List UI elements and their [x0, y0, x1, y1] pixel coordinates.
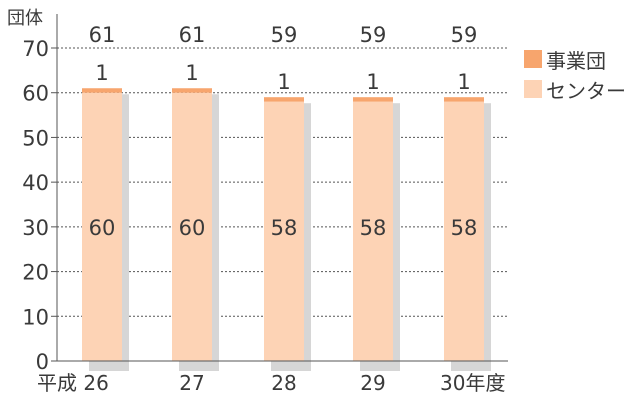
bar-segment-center	[82, 92, 122, 361]
legend-label-center: センター	[546, 78, 626, 103]
bar-segment-center	[264, 101, 304, 362]
legend-swatch-jigyodan	[524, 50, 542, 68]
data-label-total: 59	[360, 23, 387, 47]
x-tick-label: 平成 26	[37, 371, 109, 395]
y-tick-label-40: 40	[22, 171, 49, 195]
legend-item-center: センター	[524, 74, 626, 104]
y-tick-label-0: 0	[36, 350, 49, 374]
x-tick-label: 29	[360, 371, 385, 395]
data-label-jigyodan: 1	[366, 70, 379, 94]
y-tick-label-20: 20	[22, 261, 49, 285]
y-axis-title: 団体	[7, 8, 43, 29]
data-label-jigyodan: 1	[95, 61, 108, 85]
x-tick-label: 30年度	[440, 371, 505, 395]
bar-segment-jigyodan	[444, 97, 484, 102]
data-label-center: 60	[89, 216, 116, 240]
data-label-jigyodan: 1	[457, 70, 470, 94]
bar-segment-center	[172, 92, 212, 361]
legend-label-jigyodan: 事業団	[546, 48, 606, 73]
bar-segment-jigyodan	[172, 88, 212, 93]
y-tick-label-60: 60	[22, 82, 49, 106]
x-tick-label: 27	[179, 371, 204, 395]
bars	[82, 88, 484, 362]
legend-swatch-center	[524, 80, 542, 98]
x-tick-label: 28	[271, 371, 296, 395]
data-label-total: 61	[89, 23, 116, 47]
data-label-center: 60	[179, 216, 206, 240]
data-label-total: 59	[271, 23, 298, 47]
y-tick-label-70: 70	[22, 37, 49, 61]
data-label-center: 58	[451, 216, 478, 240]
data-label-center: 58	[271, 216, 298, 240]
y-tick-label-30: 30	[22, 216, 49, 240]
bar-segment-center	[444, 101, 484, 362]
legend-item-jigyodan: 事業団	[524, 44, 626, 74]
data-label-center: 58	[360, 216, 387, 240]
legend: 事業団 センター	[524, 44, 626, 104]
bar-segment-jigyodan	[264, 97, 304, 102]
bar-segment-jigyodan	[82, 88, 122, 93]
y-tick-label-10: 10	[22, 305, 49, 329]
data-label-jigyodan: 1	[277, 70, 290, 94]
y-tick-label-50: 50	[22, 126, 49, 150]
data-label-jigyodan: 1	[185, 61, 198, 85]
bar-segment-jigyodan	[353, 97, 393, 102]
data-label-total: 61	[179, 23, 206, 47]
axes	[51, 14, 508, 362]
data-label-total: 59	[451, 23, 478, 47]
bar-segment-center	[353, 101, 393, 362]
labels: 0 10 20 30 40 50 60 70 団体 60 1 61 60 1 61 58 1 59 58 1 59 58 1…	[7, 8, 505, 395]
